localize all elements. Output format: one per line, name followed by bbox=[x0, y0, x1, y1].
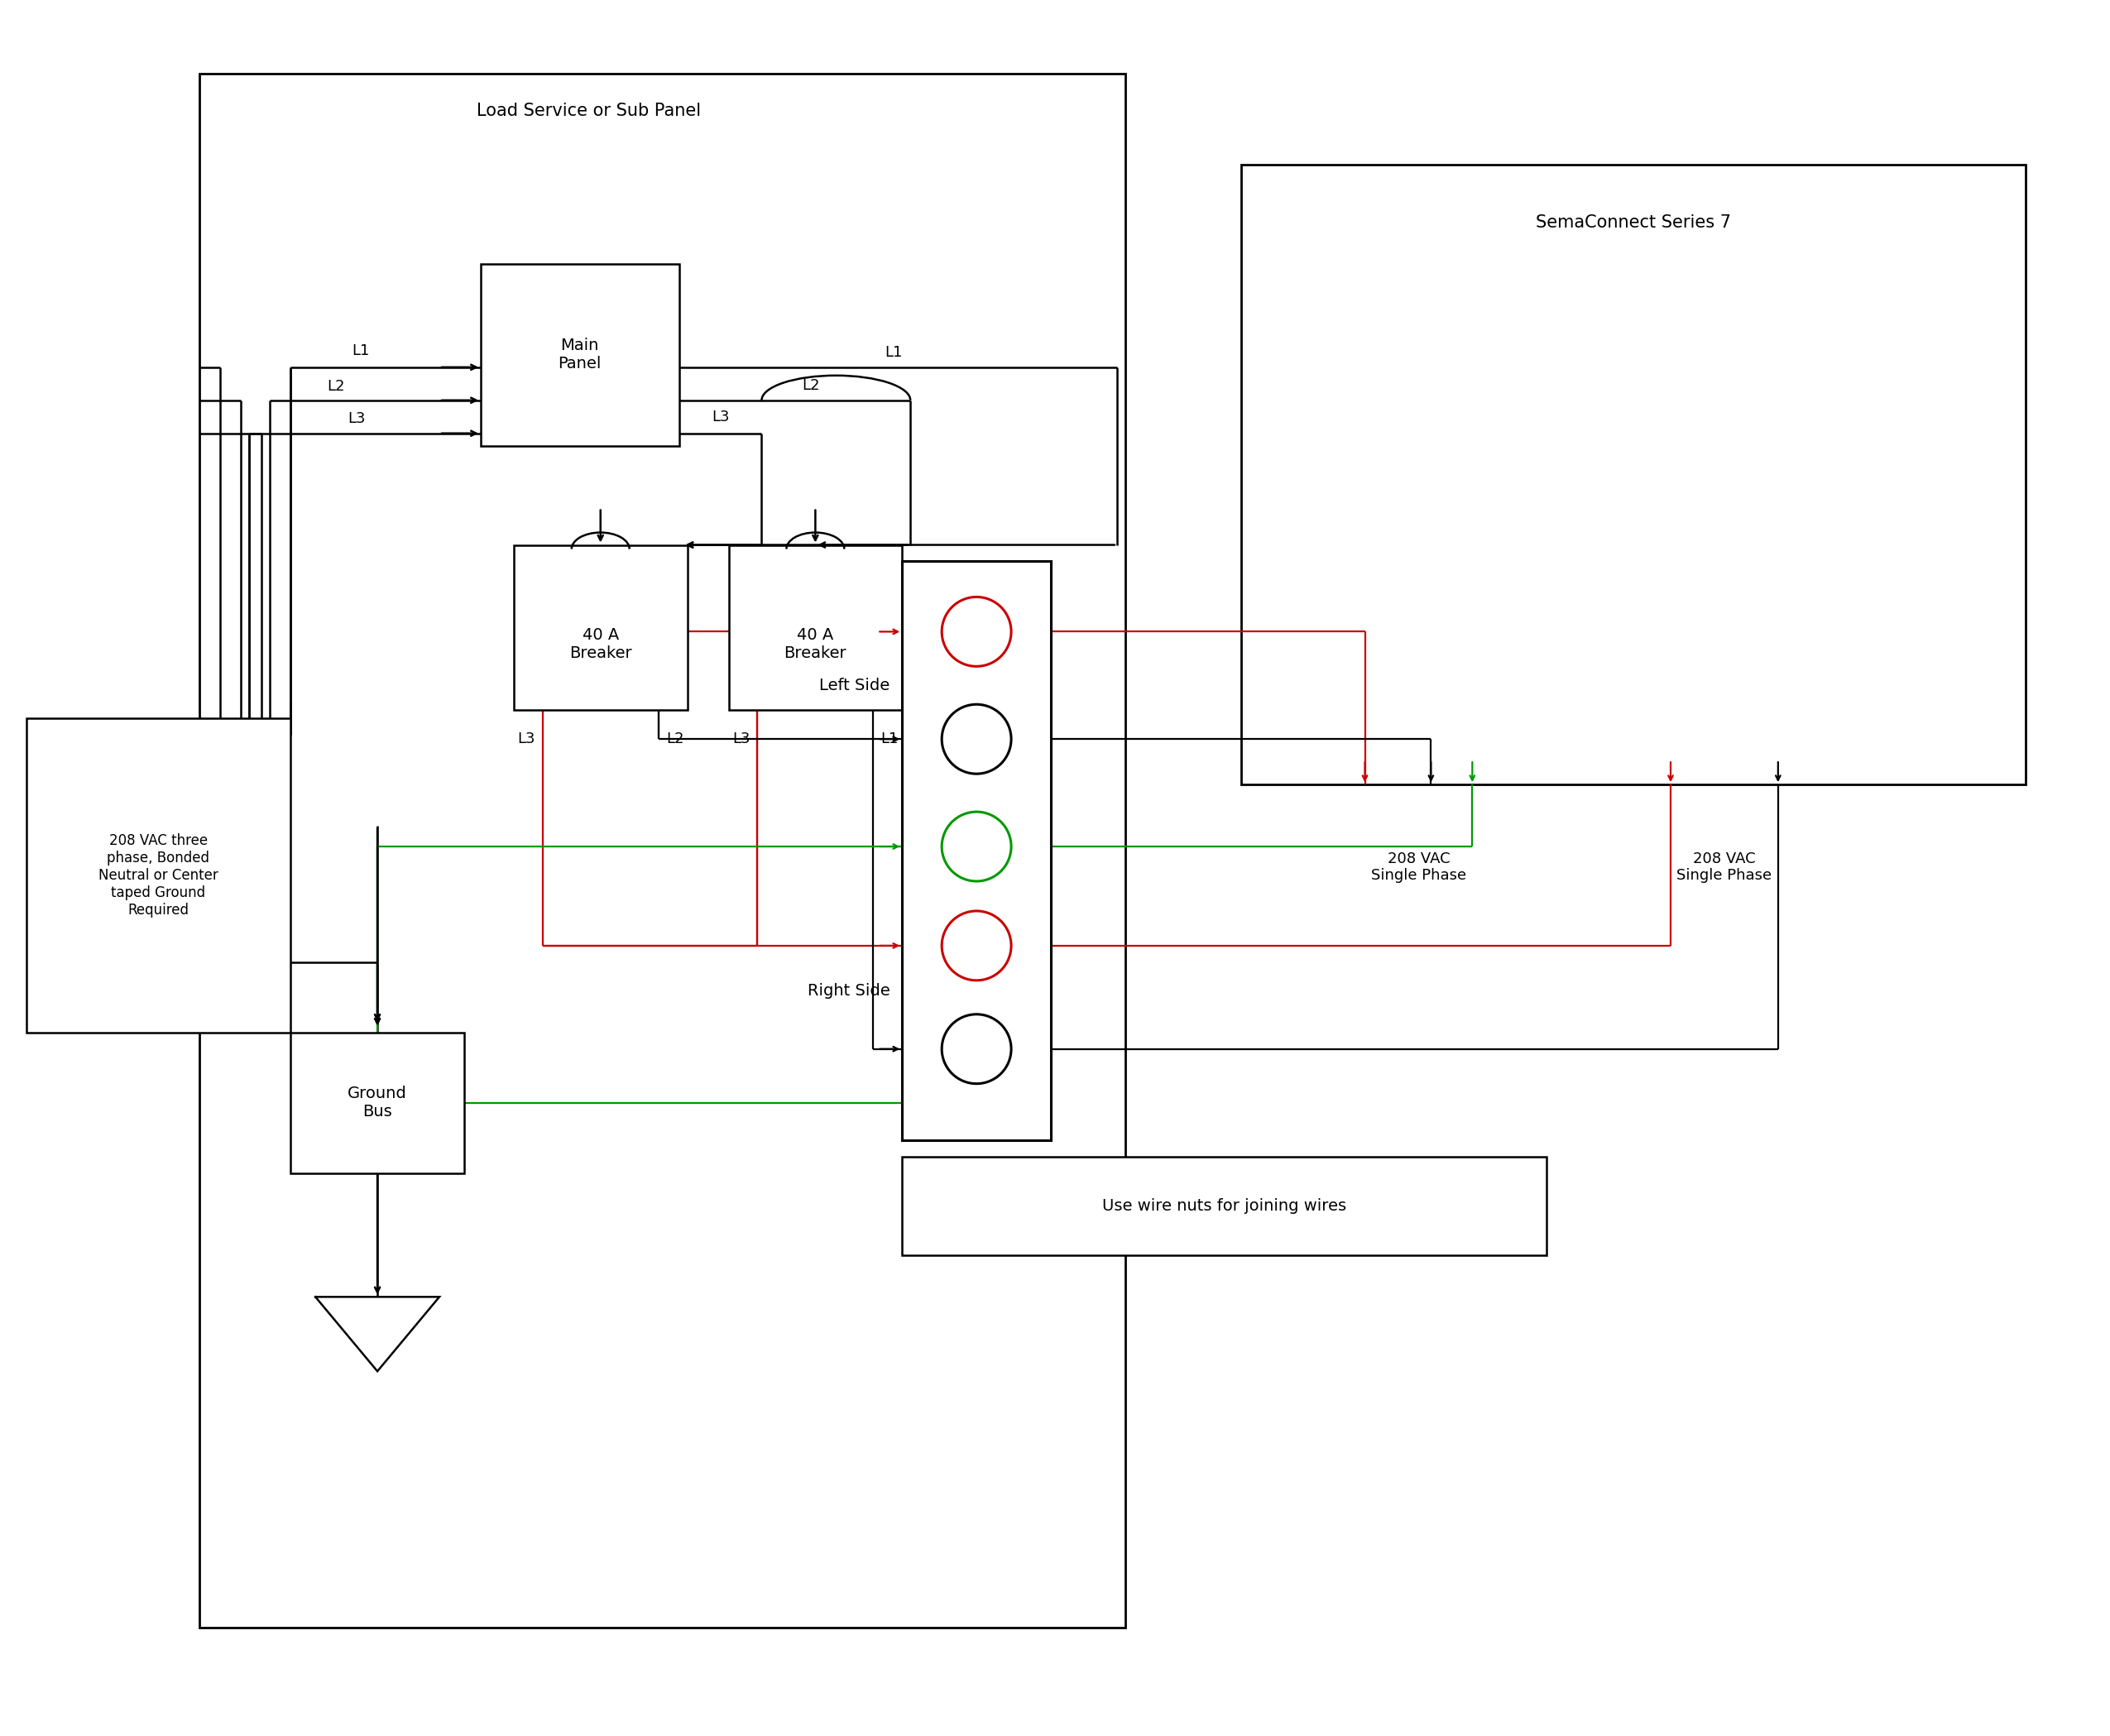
Text: Use wire nuts for joining wires: Use wire nuts for joining wires bbox=[1101, 1198, 1346, 1213]
Text: Load Service or Sub Panel: Load Service or Sub Panel bbox=[477, 102, 701, 120]
Text: L1: L1 bbox=[884, 345, 903, 359]
Text: 40 A
Breaker: 40 A Breaker bbox=[570, 627, 631, 661]
FancyBboxPatch shape bbox=[728, 545, 903, 710]
FancyBboxPatch shape bbox=[481, 264, 679, 446]
Text: Right Side: Right Side bbox=[808, 983, 890, 998]
Text: 208 VAC
Single Phase: 208 VAC Single Phase bbox=[1372, 851, 1466, 884]
Text: Ground
Bus: Ground Bus bbox=[348, 1085, 407, 1120]
Text: SemaConnect Series 7: SemaConnect Series 7 bbox=[1536, 214, 1730, 231]
Text: L1: L1 bbox=[880, 731, 899, 746]
FancyBboxPatch shape bbox=[25, 719, 291, 1033]
Circle shape bbox=[941, 812, 1011, 882]
Text: 40 A
Breaker: 40 A Breaker bbox=[785, 627, 846, 661]
Text: L3: L3 bbox=[732, 731, 749, 746]
Circle shape bbox=[941, 597, 1011, 667]
Text: L2: L2 bbox=[667, 731, 684, 746]
FancyBboxPatch shape bbox=[903, 561, 1051, 1141]
Text: L2: L2 bbox=[327, 378, 344, 394]
Text: Left Side: Left Side bbox=[819, 677, 890, 693]
FancyBboxPatch shape bbox=[1241, 165, 2026, 785]
Text: Main
Panel: Main Panel bbox=[559, 339, 601, 372]
FancyBboxPatch shape bbox=[903, 1156, 1547, 1255]
Text: 208 VAC three
phase, Bonded
Neutral or Center
taped Ground
Required: 208 VAC three phase, Bonded Neutral or C… bbox=[99, 833, 217, 917]
FancyBboxPatch shape bbox=[200, 75, 1125, 1627]
Circle shape bbox=[941, 911, 1011, 981]
Text: L1: L1 bbox=[352, 344, 369, 358]
FancyBboxPatch shape bbox=[291, 1033, 464, 1174]
Text: 208 VAC
Single Phase: 208 VAC Single Phase bbox=[1677, 851, 1772, 884]
Text: L3: L3 bbox=[348, 411, 365, 425]
Circle shape bbox=[941, 705, 1011, 774]
FancyBboxPatch shape bbox=[513, 545, 688, 710]
Circle shape bbox=[941, 1014, 1011, 1083]
Text: L3: L3 bbox=[711, 410, 730, 424]
Text: L3: L3 bbox=[517, 731, 536, 746]
Text: L2: L2 bbox=[802, 378, 821, 392]
